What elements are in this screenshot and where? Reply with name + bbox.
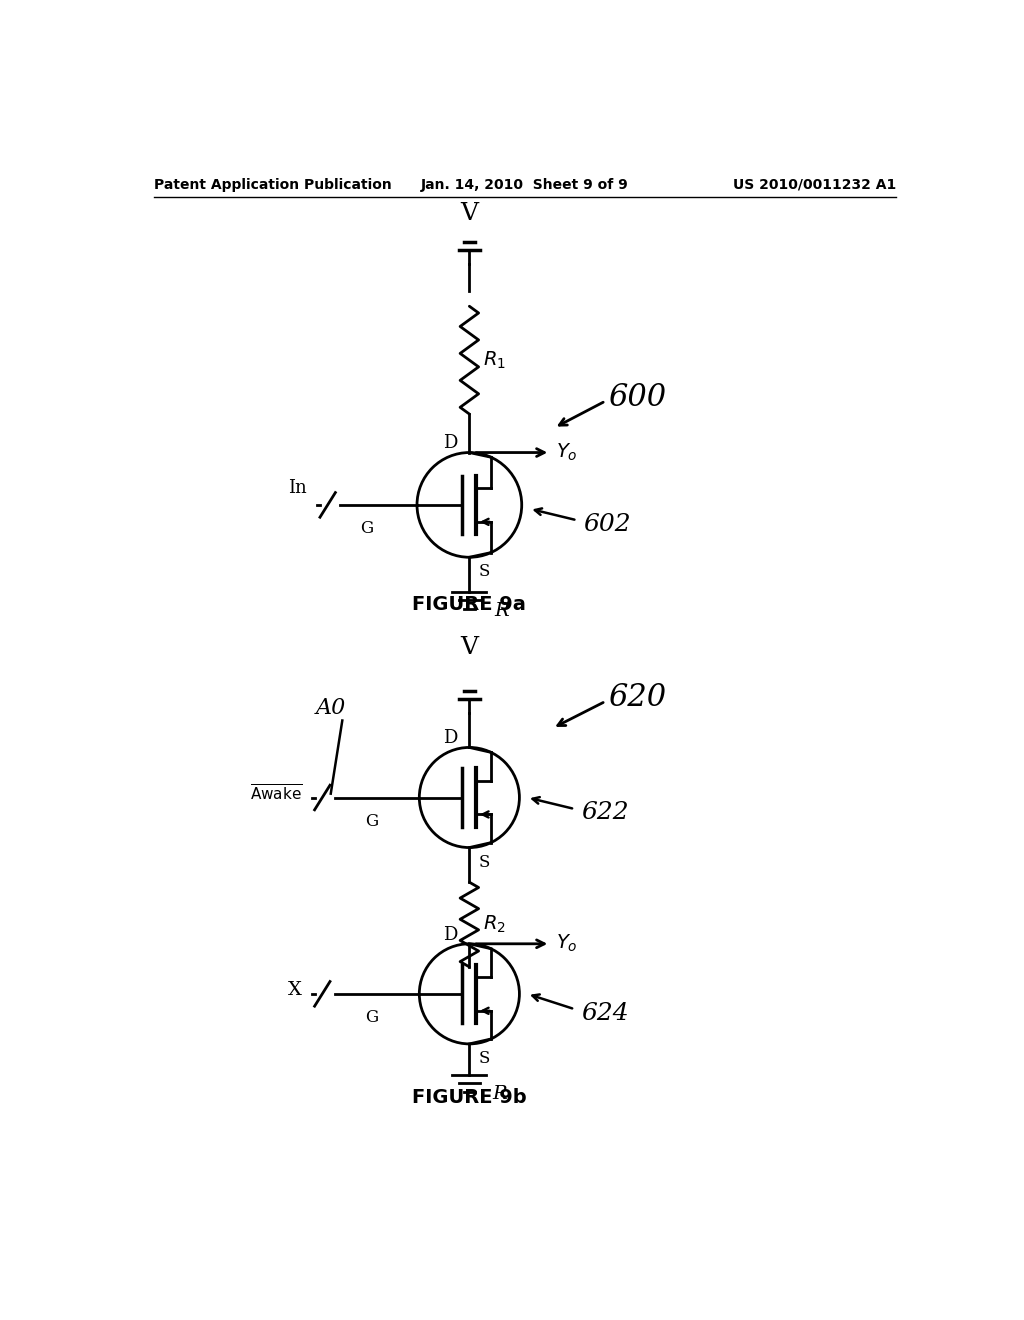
Text: R: R bbox=[494, 602, 509, 620]
Text: FIGURE 9b: FIGURE 9b bbox=[412, 1088, 526, 1107]
Text: S: S bbox=[478, 1051, 489, 1067]
Text: FIGURE 9a: FIGURE 9a bbox=[413, 595, 526, 615]
Text: $Y_o$: $Y_o$ bbox=[556, 933, 578, 954]
Text: $\overline{\mathrm{Awake}}$: $\overline{\mathrm{Awake}}$ bbox=[250, 784, 302, 804]
Text: S: S bbox=[478, 854, 489, 871]
Text: G: G bbox=[365, 813, 378, 830]
Text: S: S bbox=[478, 564, 489, 581]
Text: US 2010/0011232 A1: US 2010/0011232 A1 bbox=[733, 178, 896, 191]
Text: Jan. 14, 2010  Sheet 9 of 9: Jan. 14, 2010 Sheet 9 of 9 bbox=[421, 178, 629, 191]
Text: Patent Application Publication: Patent Application Publication bbox=[154, 178, 391, 191]
Text: In: In bbox=[288, 479, 307, 498]
Text: D: D bbox=[443, 729, 458, 747]
Text: G: G bbox=[360, 520, 374, 537]
Text: $Y_o$: $Y_o$ bbox=[556, 442, 578, 463]
Text: G: G bbox=[365, 1010, 378, 1026]
Text: 624: 624 bbox=[581, 1002, 629, 1024]
Text: V: V bbox=[461, 202, 478, 226]
Text: 600: 600 bbox=[608, 381, 666, 413]
Text: 622: 622 bbox=[581, 801, 629, 825]
Text: R: R bbox=[493, 1085, 507, 1104]
Text: D: D bbox=[443, 925, 458, 944]
Text: $R_1$: $R_1$ bbox=[483, 350, 506, 371]
Text: 602: 602 bbox=[584, 512, 631, 536]
Text: 620: 620 bbox=[608, 682, 666, 713]
Text: A0: A0 bbox=[315, 697, 346, 719]
Text: $R_2$: $R_2$ bbox=[483, 913, 506, 935]
Text: X: X bbox=[288, 981, 301, 999]
Text: V: V bbox=[461, 636, 478, 659]
Text: D: D bbox=[443, 434, 458, 453]
